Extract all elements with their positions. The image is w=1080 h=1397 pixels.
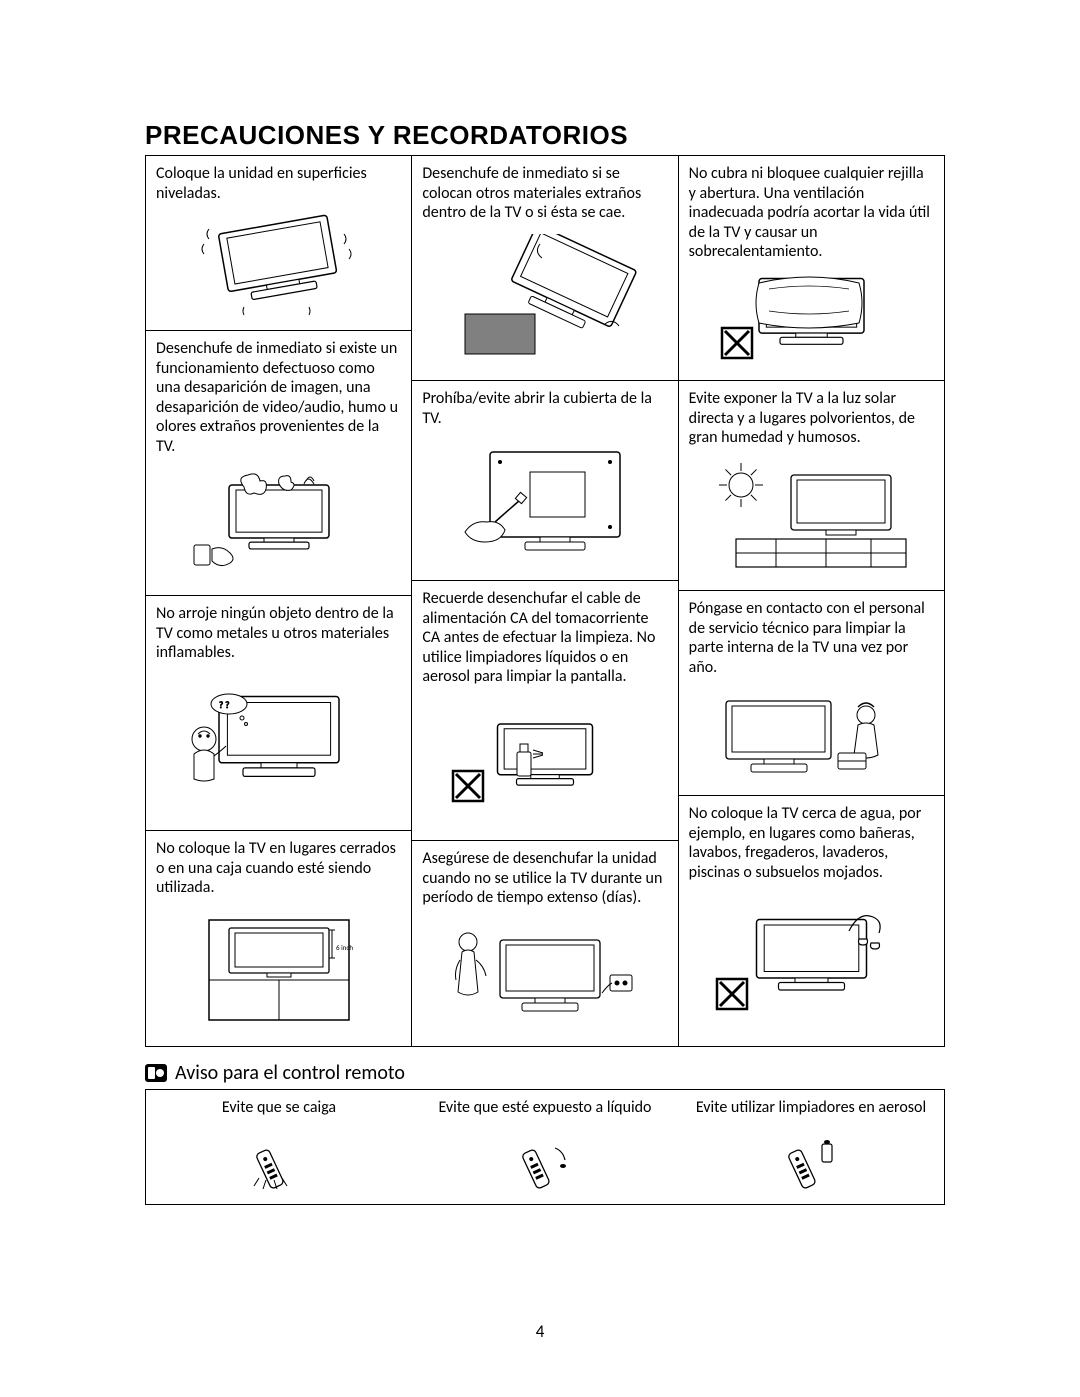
remote-notice-text: Evite que esté expuesto a líquido bbox=[438, 1098, 651, 1138]
precaution-cell: Asegúrese de desenchufar la unidad cuand… bbox=[412, 841, 677, 1046]
remote-notice-box: Evite que se caiga Evite que esté expues… bbox=[145, 1089, 945, 1205]
remote-illustration bbox=[776, 1138, 846, 1198]
precaution-cell: No arroje ningún objeto dentro de la TV … bbox=[146, 596, 411, 831]
precaution-text: Coloque la unidad en superficies nivelad… bbox=[156, 164, 401, 203]
precaution-illustration bbox=[689, 882, 934, 1038]
precaution-text: Póngase en contacto con el personal de s… bbox=[689, 599, 934, 677]
precaution-cell: Prohíba/evite abrir la cubierta de la TV… bbox=[412, 381, 677, 581]
remote-illustration bbox=[510, 1138, 580, 1198]
precaution-cell: No cubra ni bloquee cualquier rejilla y … bbox=[679, 156, 944, 381]
remote-notice-cell: Evite que se caiga bbox=[146, 1098, 412, 1198]
svg-text:? ?: ? ? bbox=[219, 700, 229, 711]
precaution-cell: Recuerde desenchufar el cable de aliment… bbox=[412, 581, 677, 841]
precaution-illustration bbox=[689, 262, 934, 372]
precaution-illustration bbox=[689, 448, 934, 582]
precaution-text: No coloque la TV en lugares cerrados o e… bbox=[156, 839, 401, 898]
precautions-grid: Coloque la unidad en superficies nivelad… bbox=[145, 155, 945, 1047]
precaution-illustration bbox=[422, 428, 667, 572]
precaution-text: Asegúrese de desenchufar la unidad cuand… bbox=[422, 849, 667, 908]
grid-column: Desenchufe de inmediato si se colocan ot… bbox=[412, 156, 678, 1046]
precaution-text: Prohíba/evite abrir la cubierta de la TV… bbox=[422, 389, 667, 428]
page: PRECAUCIONES Y RECORDATORIOS Coloque la … bbox=[0, 0, 1080, 1397]
remote-notice-cell: Evite utilizar limpiadores en aerosol bbox=[678, 1098, 944, 1198]
remote-notice-text: Evite que se caiga bbox=[222, 1098, 336, 1138]
precaution-text: No arroje ningún objeto dentro de la TV … bbox=[156, 604, 401, 663]
precaution-text: No coloque la TV cerca de agua, por ejem… bbox=[689, 804, 934, 882]
precaution-cell: No coloque la TV cerca de agua, por ejem… bbox=[679, 796, 944, 1046]
remote-section-icon bbox=[145, 1064, 167, 1082]
precaution-cell: No coloque la TV en lugares cerrados o e… bbox=[146, 831, 411, 1046]
precaution-cell: Desenchufe de inmediato si se colocan ot… bbox=[412, 156, 677, 381]
precaution-text: Desenchufe de inmediato si existe un fun… bbox=[156, 339, 401, 456]
precaution-cell: Póngase en contacto con el personal de s… bbox=[679, 591, 944, 796]
remote-illustration bbox=[244, 1138, 314, 1198]
precaution-text: Desenchufe de inmediato si se colocan ot… bbox=[422, 164, 667, 223]
subheading-row: Aviso para el control remoto bbox=[145, 1061, 945, 1085]
precaution-illustration: ? ? bbox=[156, 663, 401, 822]
precaution-cell: Evite exponer la TV a la luz solar direc… bbox=[679, 381, 944, 591]
precaution-illustration bbox=[422, 687, 667, 832]
precaution-illustration: 6 inch bbox=[156, 898, 401, 1038]
precaution-text: Evite exponer la TV a la luz solar direc… bbox=[689, 389, 934, 448]
grid-column: No cubra ni bloquee cualquier rejilla y … bbox=[679, 156, 944, 1046]
remote-notice-text: Evite utilizar limpiadores en aerosol bbox=[696, 1098, 926, 1138]
precaution-illustration bbox=[156, 203, 401, 326]
precaution-text: Recuerde desenchufar el cable de aliment… bbox=[422, 589, 667, 687]
precaution-text: No cubra ni bloquee cualquier rejilla y … bbox=[689, 164, 934, 262]
precaution-illustration bbox=[422, 223, 667, 372]
precaution-cell: Coloque la unidad en superficies nivelad… bbox=[146, 156, 411, 331]
svg-text:6 inch: 6 inch bbox=[336, 943, 353, 952]
page-title: PRECAUCIONES Y RECORDATORIOS bbox=[145, 120, 945, 151]
page-number: 4 bbox=[0, 1321, 1080, 1342]
precaution-illustration bbox=[156, 456, 401, 587]
remote-notice-cell: Evite que esté expuesto a líquido bbox=[412, 1098, 678, 1198]
precaution-illustration bbox=[689, 677, 934, 790]
precaution-cell: Desenchufe de inmediato si existe un fun… bbox=[146, 331, 411, 596]
grid-column: Coloque la unidad en superficies nivelad… bbox=[146, 156, 412, 1046]
subheading: Aviso para el control remoto bbox=[175, 1061, 405, 1085]
precaution-illustration bbox=[422, 908, 667, 1038]
